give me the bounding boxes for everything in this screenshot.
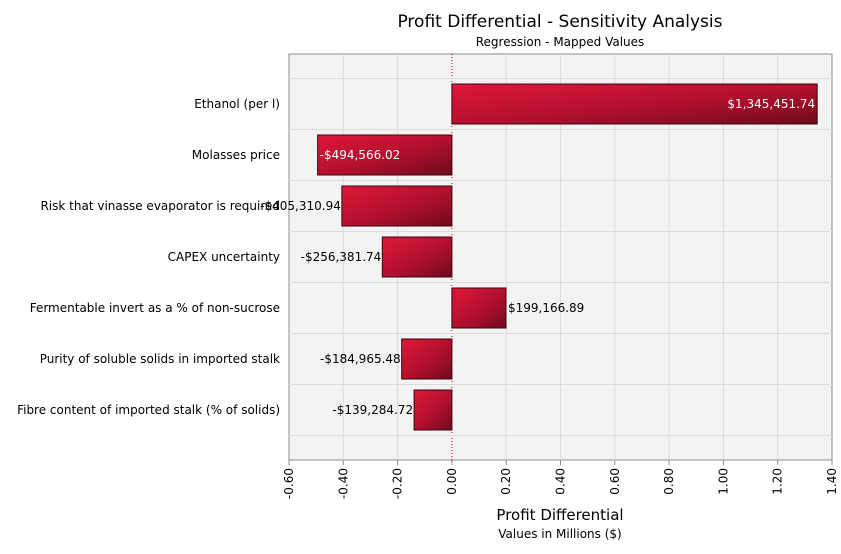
bar bbox=[381, 236, 453, 278]
x-axis-ticks: -0.60 -0.40 -0.20 0.00 0.20 0.40 0.60 0.80 1.00 1… bbox=[282, 460, 839, 499]
x-axis-label: Profit Differential bbox=[496, 506, 623, 524]
category-label: Fermentable invert as a % of non-sucrose bbox=[30, 301, 280, 315]
bar bbox=[413, 389, 453, 431]
data-label: -$494,566.02 bbox=[320, 148, 401, 162]
category-label: Risk that vinasse evaporator is required bbox=[40, 199, 280, 213]
bars: $1,345,451.74 -$494,566.02 -$405,310.94 -$2… bbox=[260, 83, 818, 431]
x-tick-label: -0.40 bbox=[336, 468, 350, 499]
x-tick-label: 1.20 bbox=[771, 468, 785, 495]
bar bbox=[317, 134, 453, 176]
bar bbox=[341, 185, 453, 227]
grid-lines bbox=[289, 54, 832, 460]
x-tick-label: 0.20 bbox=[499, 468, 513, 495]
category-labels: Ethanol (per l) Molasses price Risk that v… bbox=[17, 97, 280, 417]
x-tick-label: 1.40 bbox=[825, 468, 839, 495]
data-label: $199,166.89 bbox=[508, 301, 584, 315]
bar bbox=[451, 83, 818, 125]
data-label: -$184,965.48 bbox=[320, 352, 401, 366]
bar bbox=[401, 338, 453, 380]
category-label: Fibre content of imported stalk (% of so… bbox=[17, 403, 280, 417]
x-tick-label: -0.20 bbox=[391, 468, 405, 499]
category-label: Molasses price bbox=[192, 148, 280, 162]
data-label: -$256,381.74 bbox=[301, 250, 382, 264]
x-tick-label: -0.60 bbox=[282, 468, 296, 499]
x-tick-label: 1.00 bbox=[716, 468, 730, 495]
category-label: Ethanol (per l) bbox=[194, 97, 280, 111]
x-tick-label: 0.40 bbox=[554, 468, 568, 495]
bar bbox=[451, 287, 507, 329]
chart-title: Profit Differential - Sensitivity Analys… bbox=[397, 12, 722, 32]
data-label: $1,345,451.74 bbox=[727, 97, 815, 111]
data-label: -$139,284.72 bbox=[332, 403, 413, 417]
x-tick-label: 0.60 bbox=[608, 468, 622, 495]
x-tick-label: 0.00 bbox=[445, 468, 459, 495]
data-label: -$405,310.94 bbox=[260, 199, 341, 213]
category-label: CAPEX uncertainty bbox=[168, 250, 280, 264]
category-label: Purity of soluble solids in imported sta… bbox=[40, 352, 280, 366]
x-axis-sublabel: Values in Millions ($) bbox=[498, 527, 621, 541]
x-tick-label: 0.80 bbox=[662, 468, 676, 495]
chart-subtitle: Regression - Mapped Values bbox=[476, 35, 645, 49]
